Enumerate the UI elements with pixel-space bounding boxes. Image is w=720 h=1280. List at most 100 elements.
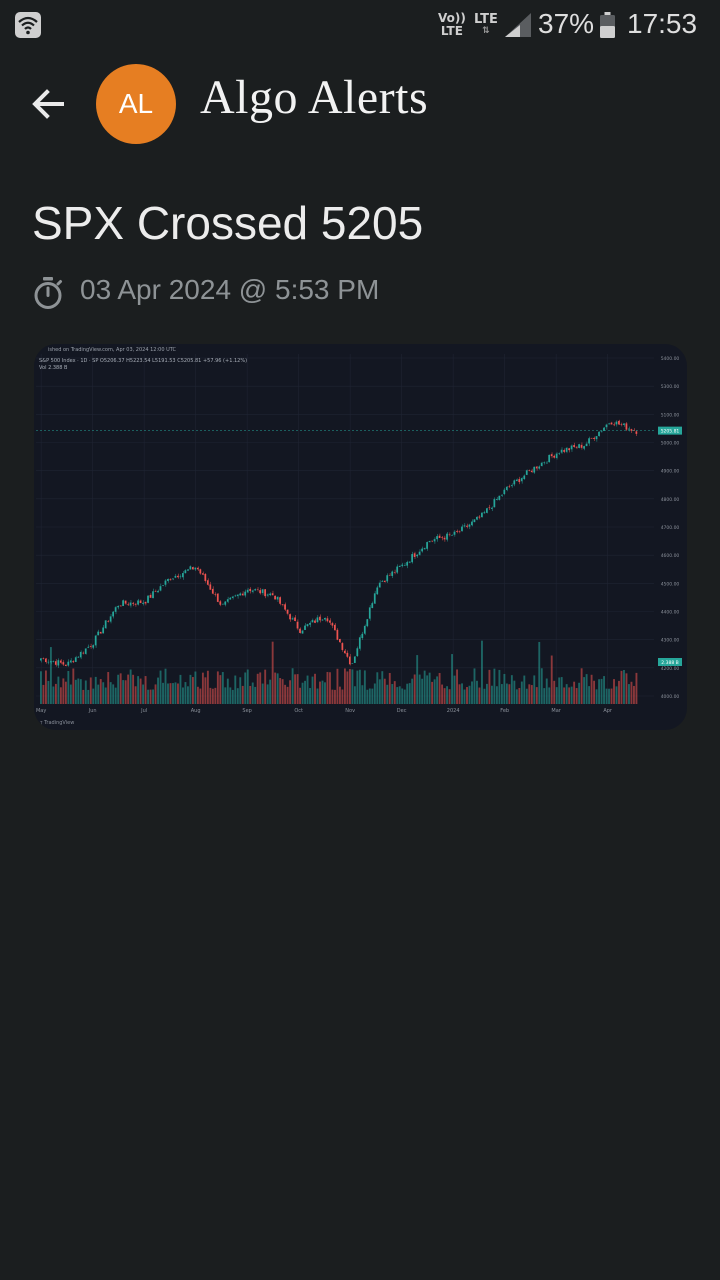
candle-body [236, 594, 239, 597]
candle-body [102, 627, 105, 634]
volume-bar [89, 677, 92, 704]
volume-bar [593, 680, 596, 704]
candle-body [538, 466, 541, 469]
volume-bar [194, 671, 197, 704]
candle-body [169, 579, 172, 581]
candle-body [74, 657, 77, 662]
candle-body [555, 453, 558, 458]
last-price-label: 5205.81 [661, 429, 680, 435]
volume-bar [448, 689, 451, 704]
candle-body [299, 628, 301, 633]
volume-bar [306, 675, 309, 704]
volume-bar [54, 683, 57, 704]
candle-body [239, 593, 242, 596]
volume-bar [84, 680, 87, 704]
candle-body [204, 573, 207, 581]
volume-bar [568, 687, 571, 704]
volume-bar [428, 672, 431, 704]
candle-body [500, 494, 503, 496]
volume-bar [319, 681, 321, 704]
volume-bar [209, 687, 212, 704]
candle-body [598, 431, 600, 437]
candle-body [164, 580, 167, 585]
candle-body [177, 575, 179, 578]
volume-bar [598, 679, 601, 704]
volume-bar [152, 689, 154, 704]
candle-body [346, 652, 349, 657]
volume-bar [588, 686, 591, 704]
y-tick-label: 5400.00 [661, 356, 680, 362]
volume-bar [461, 683, 463, 704]
candle-body [209, 584, 212, 590]
candle-body [251, 590, 254, 592]
candle-body [321, 619, 324, 621]
volume-bar [358, 669, 361, 704]
candle-body [152, 591, 154, 599]
wifi-icon [15, 12, 41, 38]
candle-body [493, 499, 496, 508]
volume-bar [286, 686, 289, 704]
volume-bar [418, 674, 421, 704]
y-tick-label: 4000.00 [661, 694, 680, 700]
volume-bar [229, 687, 232, 704]
volume-bar [615, 686, 618, 704]
volume-bar [493, 668, 496, 704]
volume-bar [371, 688, 374, 704]
candle-body [124, 600, 127, 604]
volume-bar [486, 683, 488, 704]
volume-bar [458, 684, 461, 704]
candle-body [294, 617, 296, 621]
candle-body [490, 507, 493, 509]
x-tick-label: Oct [294, 708, 303, 714]
volume-bar [468, 685, 471, 704]
volume-bar [104, 687, 107, 704]
candle-body [341, 643, 344, 650]
volume-bar [336, 668, 339, 704]
candle-body [613, 424, 615, 426]
candle-body [386, 575, 389, 582]
volume-bar [553, 680, 556, 704]
candle-body [149, 594, 152, 598]
candle-body [179, 576, 182, 578]
avatar[interactable]: AL [96, 64, 176, 144]
volume-bar [575, 688, 578, 704]
volume-bar [179, 674, 182, 704]
volume-bar [112, 684, 115, 704]
volume-bar [376, 672, 379, 704]
y-tick-label: 4800.00 [661, 497, 680, 503]
candle-body [104, 620, 107, 629]
candle-body [89, 646, 92, 647]
volume-bar [500, 684, 503, 704]
candle-body [411, 554, 414, 563]
volume-bar [254, 686, 257, 704]
y-tick-label: 4500.00 [661, 581, 680, 587]
candle-body [154, 591, 157, 592]
battery-percent: 37% [538, 8, 595, 39]
volume-bar [191, 677, 194, 704]
candle-body [583, 446, 585, 449]
candle-body [286, 609, 289, 614]
candle-body [84, 648, 87, 654]
volume-bar [361, 685, 364, 704]
chart-image[interactable]: May Jun Jul Aug Sep Oct Nov Dec 2024 Feb Mar Apr 540… [34, 344, 687, 730]
candle-body [463, 525, 466, 527]
volume-bar [107, 672, 110, 704]
candle-body [306, 624, 309, 627]
back-arrow-icon[interactable] [28, 84, 68, 124]
candle-body [543, 462, 546, 464]
candle-body [40, 658, 42, 661]
volume-bar [535, 687, 538, 704]
volume-bar [127, 674, 130, 704]
volume-bar [246, 669, 249, 704]
volume-bar [590, 674, 593, 704]
candle-body [481, 512, 483, 518]
candle-body [461, 526, 463, 532]
volume-bar [563, 687, 566, 704]
candle-body [314, 620, 316, 623]
candle-body [324, 617, 326, 620]
volume-bar [57, 676, 60, 704]
candle-body [229, 597, 232, 600]
candle-body [336, 629, 339, 640]
volume-bar [87, 689, 90, 704]
volume-bar [291, 668, 294, 704]
